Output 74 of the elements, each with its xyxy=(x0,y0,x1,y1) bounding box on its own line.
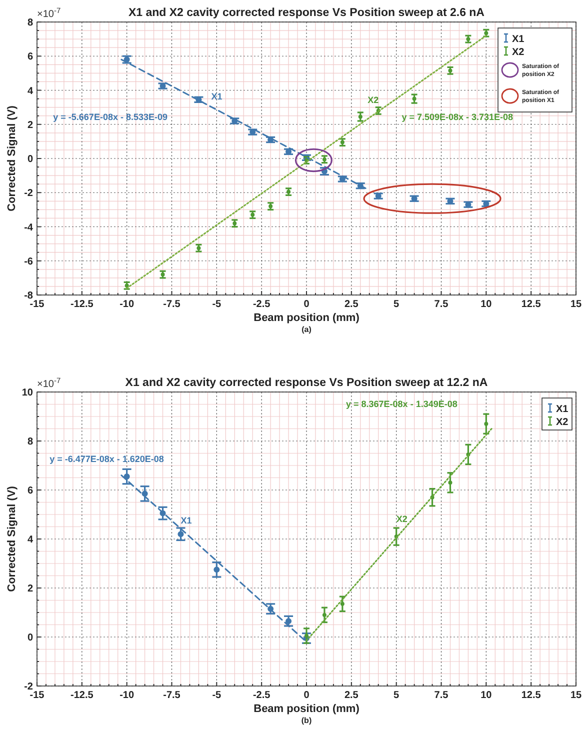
y-tick-label: 4 xyxy=(27,86,34,97)
point xyxy=(448,480,452,485)
y-tick-label: 0 xyxy=(27,154,34,165)
legend-label: X2 xyxy=(512,47,525,58)
x-tick-label: 2.5 xyxy=(344,299,359,310)
y-tick-label: 0 xyxy=(27,632,34,644)
y-tick-label: 2 xyxy=(27,584,34,594)
x-tick-label: 15 xyxy=(570,299,582,310)
y-tick-label: 10 xyxy=(22,388,34,398)
x-tick-label: -15 xyxy=(30,299,45,310)
point xyxy=(358,114,362,119)
x-tick-label: 7.5 xyxy=(434,299,449,310)
y-tick-label: 6 xyxy=(27,52,34,63)
annotation: X1 xyxy=(180,515,192,526)
x-tick-label: 10 xyxy=(480,690,492,701)
x-tick-label: -7.5 xyxy=(163,690,181,701)
y-tick-label: -8 xyxy=(24,290,34,302)
y-tick-label: -2 xyxy=(24,188,34,200)
y-tick-label: 8 xyxy=(27,436,34,448)
x-tick-label: 15 xyxy=(570,690,582,701)
y-tick-label: 4 xyxy=(27,534,34,546)
legend-label: X1 xyxy=(512,34,525,45)
x-tick-label: 2.5 xyxy=(344,690,359,701)
text: ×10$^{-7}$ xyxy=(37,6,61,20)
point xyxy=(412,96,416,101)
x-tick-label: -10 xyxy=(120,690,134,701)
annotation: X2 xyxy=(368,94,379,105)
x-tick-label: 0 xyxy=(304,690,310,701)
annotation: y = -6.477E-08x - 1.620E-08 xyxy=(50,454,164,464)
x-tick-label: 12.5 xyxy=(521,299,542,310)
y-axis-title: Corrected Signal (V) xyxy=(6,105,18,212)
y-tick-label: -6 xyxy=(24,256,34,268)
annotation: X2 xyxy=(396,514,408,524)
point xyxy=(484,422,488,426)
point xyxy=(340,602,344,606)
annotation: y = 7.509E-08x - 3.731E-08 xyxy=(402,112,514,122)
x-tick-label: -5 xyxy=(212,299,222,310)
x-tick-label: 5 xyxy=(394,690,400,701)
text: (b) xyxy=(301,716,312,725)
annotation: X1 xyxy=(211,91,222,102)
annotation: y = -5.667E-08x - 8.533E-09 xyxy=(53,112,168,122)
x-tick-label: -12.5 xyxy=(70,299,94,310)
y-axis-title: Corrected Signal (V) xyxy=(6,486,18,592)
x-tick-label: -15 xyxy=(30,690,45,701)
y-tick-label: 8 xyxy=(27,18,34,28)
point xyxy=(322,612,326,617)
legend-label: X2 xyxy=(556,417,569,428)
x-tick-label: -2.5 xyxy=(252,299,271,310)
x-tick-label: -2.5 xyxy=(252,690,271,701)
y-tick-label: -2 xyxy=(24,682,34,692)
x-tick-label: 5 xyxy=(394,299,400,310)
x-tick-label: 12.5 xyxy=(521,690,542,701)
y-tick-label: 2 xyxy=(27,120,34,131)
legend-label: X1 xyxy=(556,404,569,415)
x-tick-label: -7.5 xyxy=(163,299,181,310)
point xyxy=(286,618,292,624)
x-tick-label: -10 xyxy=(120,299,134,310)
y-tick-label: 6 xyxy=(27,486,34,496)
text: ×10$^{-7}$ xyxy=(37,376,61,390)
point xyxy=(304,634,308,638)
point xyxy=(214,566,220,573)
point xyxy=(178,531,184,538)
x-tick-label: 10 xyxy=(480,299,492,310)
x-tick-label: 7.5 xyxy=(434,690,449,701)
annotation: y = 8.367E-08x - 1.349E-08 xyxy=(346,399,458,410)
text: (a) xyxy=(302,325,312,334)
x-axis-title: Beam position (mm) xyxy=(254,703,360,715)
chart-title: X1 and X2 cavity corrected response Vs Position sweep at 12.2 nA xyxy=(125,377,488,389)
y-tick-label: -4 xyxy=(24,222,34,234)
x-tick-label: 0 xyxy=(304,299,310,310)
x-axis-title: Beam position (mm) xyxy=(254,312,360,324)
x-tick-label: -5 xyxy=(212,690,222,701)
chart-title: X1 and X2 cavity corrected response Vs Position sweep at 2.6 nA xyxy=(128,7,485,19)
x-tick-label: -12.5 xyxy=(70,690,94,701)
